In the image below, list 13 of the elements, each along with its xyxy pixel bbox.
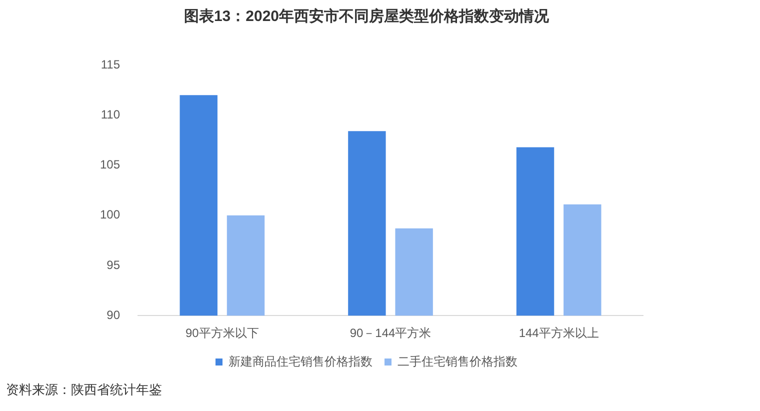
x-tick-label: 144平方米以上	[518, 326, 599, 340]
y-tick-label: 100	[100, 208, 120, 222]
legend-label: 新建商品住宅销售价格指数	[228, 354, 372, 368]
y-tick-label: 115	[100, 57, 120, 72]
x-tick-label: 90平方米以下	[186, 326, 259, 340]
y-tick-label: 95	[106, 258, 120, 272]
x-tick-label: 90－144平方米	[350, 326, 432, 340]
y-tick-label: 105	[100, 158, 120, 172]
legend-label: 二手住宅销售价格指数	[398, 354, 518, 368]
y-tick-label: 110	[100, 107, 120, 122]
y-tick-label: 90	[106, 308, 120, 322]
chart-title: 图表13：2020年西安市不同房屋类型价格指数变动情况	[184, 7, 550, 26]
text: 资料来源：陕西省统计年鉴	[6, 381, 162, 399]
